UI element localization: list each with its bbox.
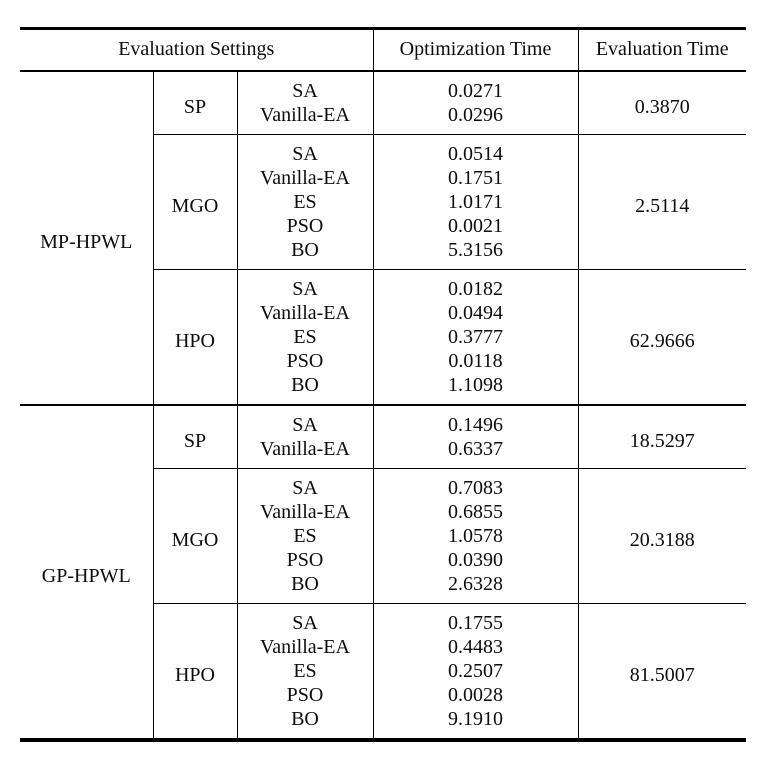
header-optimization-time: Optimization Time: [372, 28, 578, 72]
table-row: ES 0.2507: [20, 659, 746, 683]
method-label: SA: [236, 404, 373, 437]
optimization-time-value: 0.1496: [372, 404, 578, 437]
table-row: PSO 0.0118: [20, 349, 746, 373]
optimization-time-value: 1.0578: [372, 524, 578, 548]
group-body: MP-HPWL SP SA 0.0271 0.3870 Vanilla-EA 0.0296 M…: [20, 71, 746, 405]
group-body: GP-HPWL SP SA 0.1496 18.5297 Vanilla-EA 0.6337…: [20, 404, 746, 740]
method-label: SA: [236, 71, 373, 103]
evaluation-time-value: 2.5114: [577, 134, 746, 270]
method-label: Vanilla-EA: [236, 103, 373, 135]
group-label: MP-HPWL: [40, 230, 133, 253]
evaluation-time-value: 0.3870: [577, 71, 746, 135]
optimization-time-value: 9.1910: [372, 707, 578, 740]
evaluation-time-value: 18.5297: [577, 404, 746, 469]
table-row: Vanilla-EA 0.0494: [20, 301, 746, 325]
optimization-time-value: 0.0021: [372, 214, 578, 238]
optimization-time-value: 0.0028: [372, 683, 578, 707]
header-evaluation-time: Evaluation Time: [577, 28, 746, 72]
optimization-time-value: 0.0271: [372, 71, 578, 103]
method-label: Vanilla-EA: [236, 500, 373, 524]
optimization-time-value: 0.0118: [372, 349, 578, 373]
method-label: BO: [236, 707, 373, 740]
table-row: MP-HPWL SP SA 0.0271 0.3870: [20, 71, 746, 253]
table-row: Vanilla-EA 0.6855: [20, 500, 746, 524]
evaluation-time-value: 62.9666: [577, 269, 746, 405]
optimization-time-value: 2.6328: [372, 572, 578, 604]
header-row: Evaluation Settings Optimization Time Ev…: [20, 28, 746, 72]
method-label: PSO: [236, 548, 373, 572]
method-label: Vanilla-EA: [236, 635, 373, 659]
optimization-time-value: 5.3156: [372, 238, 578, 270]
table-row: BO 5.3156: [20, 238, 746, 270]
table-row: MGO SA 0.7083 20.3188: [20, 468, 746, 604]
table-row: ES 1.0171: [20, 190, 746, 214]
setting-label: MGO: [152, 468, 237, 604]
table-row: Vanilla-EA 0.0296: [20, 103, 746, 135]
optimization-time-value: 0.3777: [372, 325, 578, 349]
method-label: SA: [236, 468, 373, 500]
method-label: PSO: [236, 214, 373, 238]
table-row: MGO SA 0.0514 2.5114: [20, 134, 746, 270]
method-label: BO: [236, 572, 373, 604]
optimization-time-value: 0.6337: [372, 437, 578, 469]
table-row: PSO 0.0390: [20, 548, 746, 572]
method-label: Vanilla-EA: [236, 166, 373, 190]
method-label: ES: [236, 190, 373, 214]
evaluation-time-value: 20.3188: [577, 468, 746, 604]
optimization-time-value: 0.0390: [372, 548, 578, 572]
optimization-time-value: 0.0494: [372, 301, 578, 325]
optimization-time-value: 0.0514: [372, 134, 578, 166]
optimization-time-value: 0.7083: [372, 468, 578, 500]
table-row: BO 9.1910: [20, 707, 746, 740]
method-label: PSO: [236, 349, 373, 373]
setting-label: SP: [152, 404, 237, 469]
table-row: BO 2.6328: [20, 572, 746, 604]
results-table: Evaluation Settings Optimization Time Ev…: [20, 27, 746, 742]
optimization-time-value: 0.0182: [372, 269, 578, 301]
method-label: BO: [236, 238, 373, 270]
method-label: ES: [236, 524, 373, 548]
header-evaluation-settings: Evaluation Settings: [20, 28, 373, 72]
optimization-time-value: 1.0171: [372, 190, 578, 214]
method-label: PSO: [236, 683, 373, 707]
method-label: SA: [236, 134, 373, 166]
table-row: Vanilla-EA 0.6337: [20, 437, 746, 469]
optimization-time-value: 0.4483: [372, 635, 578, 659]
optimization-time-value: 0.2507: [372, 659, 578, 683]
method-label: ES: [236, 659, 373, 683]
table-row: PSO 0.0028: [20, 683, 746, 707]
table-row: Vanilla-EA 0.4483: [20, 635, 746, 659]
setting-label: MGO: [152, 134, 237, 270]
setting-label: HPO: [152, 269, 237, 405]
optimization-time-value: 1.1098: [372, 373, 578, 405]
setting-label: HPO: [152, 603, 237, 740]
table-row: HPO SA 0.1755 81.5007: [20, 603, 746, 740]
method-label: Vanilla-EA: [236, 437, 373, 469]
group-label: GP-HPWL: [20, 404, 153, 740]
method-label: SA: [236, 603, 373, 635]
table-header: Evaluation Settings Optimization Time Ev…: [20, 28, 746, 72]
table-row: GP-HPWL SP SA 0.1496 18.5297: [20, 404, 746, 740]
table-row: HPO SA 0.0182 62.9666: [20, 269, 746, 405]
table-row: ES 0.3777: [20, 325, 746, 349]
optimization-time-value: 0.1751: [372, 166, 578, 190]
table-row: BO 1.1098: [20, 373, 746, 405]
optimization-time-value: 0.0296: [372, 103, 578, 135]
setting-label: SP: [152, 71, 237, 135]
method-label: ES: [236, 325, 373, 349]
table-row: PSO 0.0021: [20, 214, 746, 238]
method-label: Vanilla-EA: [236, 301, 373, 325]
table-row: Vanilla-EA 0.1751: [20, 166, 746, 190]
method-label: BO: [236, 373, 373, 405]
method-label: SA: [236, 269, 373, 301]
optimization-time-value: 0.1755: [372, 603, 578, 635]
table-row: ES 1.0578: [20, 524, 746, 548]
evaluation-time-value: 81.5007: [577, 603, 746, 740]
optimization-time-value: 0.6855: [372, 500, 578, 524]
